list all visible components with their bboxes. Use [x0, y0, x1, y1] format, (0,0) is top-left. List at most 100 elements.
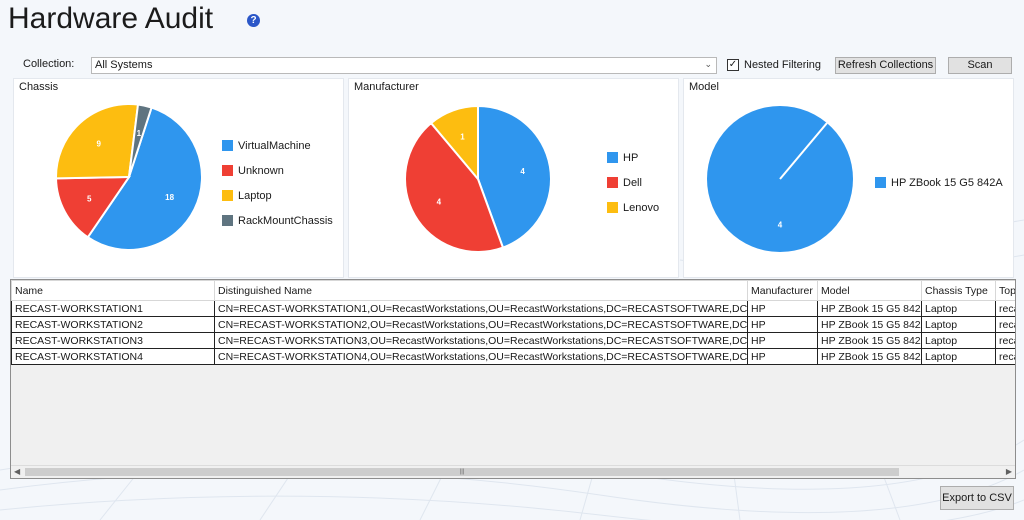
- collection-label: Collection:: [23, 58, 75, 70]
- legend-swatch: [607, 177, 618, 188]
- legend-label: Lenovo: [623, 201, 660, 214]
- pie-value-label: 9: [96, 139, 101, 148]
- manufacturer-legend: HP Dell Lenovo: [607, 145, 659, 220]
- scroll-right-icon[interactable]: ▶: [1005, 467, 1012, 476]
- question-mark-icon[interactable]: ?: [247, 14, 260, 27]
- cell-chassis-type: Laptop: [921, 332, 996, 349]
- column-header-model[interactable]: Model: [817, 280, 922, 301]
- legend-label: Unknown: [238, 164, 284, 177]
- cell-distinguished-name: CN=RECAST-WORKSTATION4,OU=RecastWorkstat…: [214, 348, 748, 365]
- manufacturer-pie-chart: 4 4 1: [404, 104, 552, 253]
- legend-swatch: [222, 190, 233, 201]
- cell-model: HP ZBook 15 G5 842A: [817, 332, 922, 349]
- legend-label: RackMountChassis: [238, 214, 333, 227]
- pie-slice[interactable]: [55, 103, 140, 180]
- pie-slice[interactable]: [404, 121, 505, 253]
- legend-swatch: [875, 177, 886, 188]
- scrollbar-thumb[interactable]: |||: [25, 468, 899, 476]
- chassis-panel-title: Chassis: [19, 81, 59, 93]
- cell-manufacturer: HP: [747, 332, 818, 349]
- cell-manufacturer: HP: [747, 316, 818, 333]
- cell-chassis-type: Laptop: [921, 300, 996, 317]
- model-panel: Model 4 HP ZBook 15 G5 842A: [683, 78, 1014, 278]
- column-header-distinguished-name[interactable]: Distinguished Name: [214, 280, 748, 301]
- model-panel-title: Model: [689, 81, 719, 93]
- pie-value-label: 18: [165, 193, 174, 202]
- collection-select[interactable]: All Systems ⌄: [91, 57, 717, 74]
- column-header-name[interactable]: Name: [11, 280, 215, 301]
- legend-item: Dell: [607, 170, 659, 195]
- column-header-manufacturer[interactable]: Manufacturer: [747, 280, 818, 301]
- table-row[interactable]: RECAST-WORKSTATION1 CN=RECAST-WORKSTATIO…: [11, 300, 1015, 317]
- checkmark-icon: ✓: [728, 59, 738, 70]
- chevron-down-icon: ⌄: [704, 59, 712, 69]
- legend-swatch: [222, 140, 233, 151]
- pie-value-label: 4: [520, 167, 525, 176]
- column-header-chassis-type[interactable]: Chassis Type: [921, 280, 996, 301]
- legend-swatch: [607, 202, 618, 213]
- model-pie-chart: 4: [707, 106, 853, 252]
- legend-item: Lenovo: [607, 195, 659, 220]
- chassis-legend: VirtualMachine Unknown Laptop RackMountC…: [222, 133, 333, 233]
- legend-item: Unknown: [222, 158, 333, 183]
- cell-name: RECAST-WORKSTATION1: [11, 300, 215, 317]
- pie-value-label: 1: [460, 132, 465, 141]
- table-row[interactable]: RECAST-WORKSTATION3 CN=RECAST-WORKSTATIO…: [11, 332, 1015, 349]
- nested-filtering-label: Nested Filtering: [744, 59, 822, 71]
- nested-filtering-checkbox[interactable]: ✓: [727, 59, 739, 71]
- cell-model: HP ZBook 15 G5 842A: [817, 316, 922, 333]
- cell-top: reca: [995, 300, 1015, 317]
- table-row[interactable]: RECAST-WORKSTATION4 CN=RECAST-WORKSTATIO…: [11, 348, 1015, 365]
- scan-button[interactable]: Scan: [948, 57, 1012, 74]
- pie-value-label: 1: [137, 129, 142, 138]
- export-csv-button[interactable]: Export to CSV: [940, 486, 1014, 510]
- cell-top: reca: [995, 348, 1015, 365]
- legend-item: HP ZBook 15 G5 842A: [875, 170, 1003, 195]
- cell-manufacturer: HP: [747, 348, 818, 365]
- cell-top: reca: [995, 316, 1015, 333]
- cell-name: RECAST-WORKSTATION2: [11, 316, 215, 333]
- legend-swatch: [222, 215, 233, 226]
- pie-slice[interactable]: [477, 104, 552, 249]
- pie-slice[interactable]: [86, 106, 203, 251]
- legend-swatch: [222, 165, 233, 176]
- legend-label: Laptop: [238, 189, 272, 202]
- chassis-panel: Chassis 18 5 9 1 VirtualMachine Unknown Lap…: [13, 78, 344, 278]
- manufacturer-panel-title: Manufacturer: [354, 81, 419, 93]
- model-legend: HP ZBook 15 G5 842A: [875, 170, 1003, 195]
- horizontal-scrollbar[interactable]: ◀ ||| ▶: [11, 465, 1015, 478]
- results-table: Name Distinguished Name Manufacturer Mod…: [11, 280, 1015, 365]
- refresh-collections-button[interactable]: Refresh Collections: [835, 57, 936, 74]
- legend-item: RackMountChassis: [222, 208, 333, 233]
- results-grid[interactable]: Name Distinguished Name Manufacturer Mod…: [10, 279, 1016, 479]
- legend-label: HP ZBook 15 G5 842A: [891, 176, 1003, 189]
- column-header-top[interactable]: Top: [995, 280, 1015, 301]
- legend-item: HP: [607, 145, 659, 170]
- pie-slice[interactable]: [429, 104, 479, 182]
- legend-label: VirtualMachine: [238, 139, 311, 152]
- pie-value-label: 4: [437, 198, 442, 207]
- page-title: Hardware Audit: [8, 2, 214, 35]
- pie-slice[interactable]: [128, 103, 153, 178]
- pie-value-label: 4: [778, 220, 783, 229]
- legend-item: VirtualMachine: [222, 133, 333, 158]
- legend-label: HP: [623, 151, 639, 164]
- manufacturer-panel: Manufacturer 4 4 1 HP Dell Lenovo: [348, 78, 679, 278]
- legend-label: Dell: [623, 176, 642, 189]
- pie-separator: [779, 122, 828, 180]
- legend-swatch: [607, 152, 618, 163]
- cell-manufacturer: HP: [747, 300, 818, 317]
- legend-item: Laptop: [222, 183, 333, 208]
- cell-distinguished-name: CN=RECAST-WORKSTATION3,OU=RecastWorkstat…: [214, 332, 748, 349]
- table-header-row: Name Distinguished Name Manufacturer Mod…: [11, 280, 1015, 301]
- cell-model: HP ZBook 15 G5 842A: [817, 300, 922, 317]
- cell-chassis-type: Laptop: [921, 316, 996, 333]
- pie-slice[interactable]: [54, 175, 131, 239]
- cell-name: RECAST-WORKSTATION3: [11, 332, 215, 349]
- pie-value-label: 5: [87, 195, 92, 204]
- cell-distinguished-name: CN=RECAST-WORKSTATION2,OU=RecastWorkstat…: [214, 316, 748, 333]
- cell-model: HP ZBook 15 G5 842A: [817, 348, 922, 365]
- table-row[interactable]: RECAST-WORKSTATION2 CN=RECAST-WORKSTATIO…: [11, 316, 1015, 333]
- scroll-left-icon[interactable]: ◀: [14, 467, 21, 476]
- collection-value: All Systems: [95, 59, 153, 71]
